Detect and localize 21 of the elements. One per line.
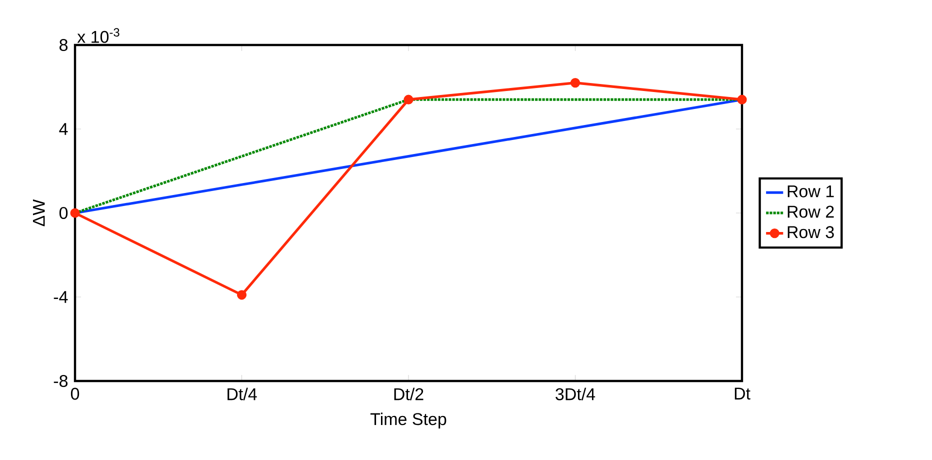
y-axis-title: ΔW (33, 199, 45, 226)
legend-label: Row 1 (788, 185, 834, 198)
y-tick-label: 0 (59, 206, 68, 220)
x-tick-label: Dt (734, 388, 750, 400)
legend-label: Row 3 (788, 226, 834, 238)
point (70, 208, 80, 218)
y-tick-label: 8 (60, 38, 68, 52)
y-tick-label: -4 (54, 291, 68, 303)
y-tick-label: -8 (54, 374, 68, 388)
point (404, 94, 414, 104)
x-tick-label: Dt/4 (228, 388, 257, 400)
y-tick-label: 4 (59, 123, 68, 135)
point (737, 94, 747, 104)
x-tick-label: 0 (70, 388, 80, 400)
x-axis-title: Time Step (370, 412, 446, 429)
point (570, 78, 580, 88)
legend-label: Row 2 (788, 206, 834, 218)
text: x 10$^{-3}$ (77, 28, 120, 43)
point (236, 290, 247, 300)
x-tick-label: 3Dt/4 (556, 388, 596, 400)
x-tick-label: Dt/2 (394, 388, 424, 400)
